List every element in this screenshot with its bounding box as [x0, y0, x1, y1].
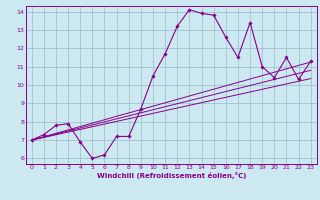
X-axis label: Windchill (Refroidissement éolien,°C): Windchill (Refroidissement éolien,°C): [97, 172, 246, 179]
